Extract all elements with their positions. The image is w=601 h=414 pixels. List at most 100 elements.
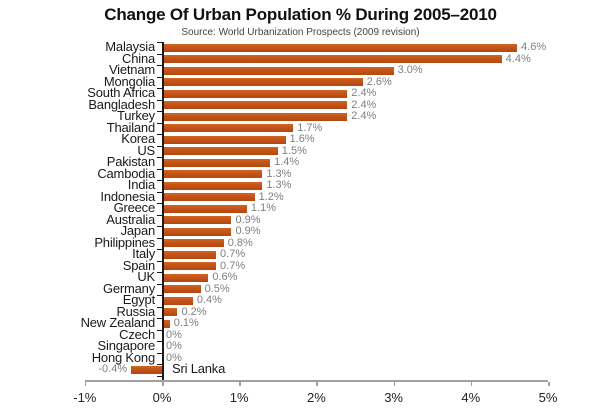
chart-subtitle: Source: World Urbanization Prospects (20…: [181, 27, 420, 38]
category-label: UK: [137, 269, 155, 285]
bar: [162, 55, 502, 64]
category-label: Sri Lanka: [172, 361, 226, 377]
x-tick: [162, 382, 164, 386]
category-tick: [157, 65, 162, 66]
x-tick-label: 4%: [461, 390, 481, 405]
category-tick: [157, 341, 162, 342]
category-tick: [157, 53, 162, 55]
x-tick-label: 1%: [229, 390, 249, 405]
value-label: 0.2%: [181, 305, 207, 318]
category-label: India: [127, 177, 155, 193]
category-tick: [157, 214, 162, 216]
value-label: 0%: [166, 328, 182, 341]
category-tick: [157, 76, 162, 78]
category-label: Malaysia: [105, 39, 155, 55]
value-label: 0.6%: [212, 271, 238, 284]
value-label: 1.6%: [289, 133, 315, 146]
value-label: 0.7%: [220, 259, 246, 272]
value-label: 0%: [166, 340, 182, 353]
y-axis: [162, 42, 164, 380]
x-tick: [239, 382, 241, 386]
category-tick: [157, 295, 162, 296]
category-tick: [157, 375, 162, 377]
category-label: Mongolia: [103, 73, 155, 89]
x-tick-label: 3%: [384, 390, 403, 405]
value-label: 4.4%: [505, 52, 531, 65]
category-label: Turkey: [116, 108, 155, 124]
bar: [162, 147, 278, 156]
bar: [162, 262, 217, 271]
bar: [162, 43, 518, 52]
category-label: Russia: [116, 303, 155, 319]
x-tick: [84, 382, 87, 386]
category-tick: [157, 364, 162, 365]
category-label: Pakistan: [106, 154, 155, 170]
category-tick: [157, 272, 162, 273]
bar: [162, 181, 263, 190]
value-label: 2.4%: [351, 110, 377, 123]
category-tick: [157, 122, 162, 124]
category-label: Egypt: [122, 292, 155, 308]
category-label: Australia: [106, 211, 155, 227]
value-label: 0.5%: [204, 282, 230, 295]
category-label: Cambodia: [97, 165, 155, 181]
value-label: 0.1%: [173, 317, 199, 330]
bar: [162, 204, 247, 213]
x-tick: [548, 382, 550, 386]
bar: [162, 193, 255, 202]
category-label: New Zealand: [80, 315, 156, 331]
category-tick: [157, 329, 162, 331]
value-label: 0.9%: [235, 213, 261, 226]
x-tick-label: 0%: [152, 390, 172, 405]
category-tick: [157, 111, 162, 112]
category-label: Philippines: [94, 234, 155, 250]
category-label: Korea: [121, 131, 155, 147]
value-label: 1.3%: [266, 167, 292, 180]
x-tick-label: 5%: [538, 390, 558, 405]
category-label: Japan: [120, 223, 156, 239]
category-tick: [157, 99, 162, 101]
category-tick: [157, 42, 162, 43]
category-tick: [157, 180, 162, 181]
bar: [162, 124, 294, 133]
category-tick: [157, 226, 162, 227]
category-tick: [157, 306, 162, 308]
category-label: Greece: [113, 200, 156, 216]
bar: [162, 273, 209, 282]
value-label: 1.7%: [297, 121, 323, 134]
value-label: 0.9%: [235, 225, 261, 238]
category-tick: [157, 134, 162, 135]
bar: [162, 158, 271, 167]
category-label: Thailand: [106, 119, 155, 135]
bar: [162, 285, 201, 294]
category-label: Hong Kong: [91, 349, 155, 365]
x-tick: [316, 382, 318, 386]
value-label: -0.4%: [98, 363, 128, 376]
category-tick: [157, 237, 162, 239]
bar: [162, 89, 348, 98]
bar: [162, 216, 232, 225]
category-label: Vietnam: [108, 62, 155, 78]
category-tick: [157, 203, 162, 204]
category-label: Czech: [119, 326, 155, 342]
x-tick-label: 2%: [306, 390, 326, 405]
value-label: 2.4%: [351, 98, 377, 111]
category-tick: [157, 352, 162, 354]
value-label: 1.3%: [266, 179, 292, 192]
category-label: Bangladesh: [88, 96, 155, 112]
category-label: Singapore: [97, 338, 156, 354]
value-label: 1.1%: [250, 202, 276, 215]
x-tick-label: -1%: [73, 390, 97, 405]
chart-title: Change Of Urban Population % During 2005…: [104, 5, 497, 24]
bar: [162, 66, 394, 75]
bar: [131, 365, 162, 374]
bar: [162, 319, 170, 328]
category-label: South Africa: [87, 85, 155, 101]
category-tick: [157, 191, 162, 193]
bar: [162, 101, 348, 110]
value-label: 0%: [166, 351, 182, 364]
value-label: 0.8%: [227, 236, 253, 249]
category-tick: [157, 88, 162, 89]
value-label: 1.4%: [274, 156, 300, 169]
